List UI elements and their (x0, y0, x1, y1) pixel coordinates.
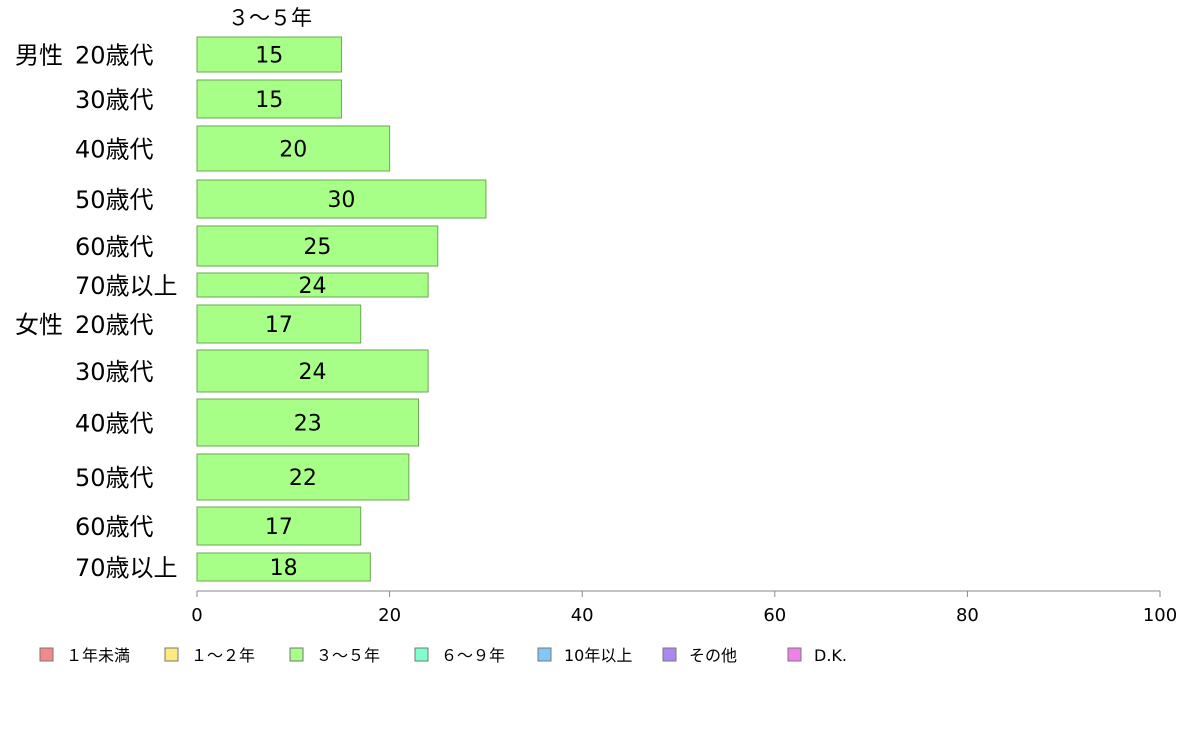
legend-swatch (414, 647, 429, 662)
legend-label: ６～９年 (441, 646, 505, 665)
category-label: 60歳代 (75, 513, 154, 541)
category-label: 30歳代 (75, 86, 154, 114)
category-label: 70歳以上 (75, 554, 178, 582)
bar-value-label: 24 (299, 360, 327, 385)
x-tick-label: 60 (763, 605, 786, 626)
bar-value-label: 23 (294, 412, 322, 437)
legend-label: １年未満 (66, 646, 130, 665)
legend-swatch (164, 647, 179, 662)
bar (196, 79, 342, 119)
bar (196, 398, 419, 447)
category-label: 50歳代 (75, 464, 154, 492)
bar (196, 506, 362, 546)
bar-value-label: 17 (265, 515, 293, 540)
legend-swatch (787, 647, 802, 662)
legend-label: １～２年 (191, 646, 255, 665)
bars-group: 1520歳代男性1530歳代2040歳代3050歳代2560歳代2470歳以上1… (15, 36, 487, 582)
bar-value-label: 30 (327, 188, 355, 213)
x-tick-label: 20 (378, 605, 401, 626)
bar (196, 304, 362, 344)
legend-swatch (39, 647, 54, 662)
x-axis: 0 20 40 60 80 100 (191, 590, 1177, 626)
x-tick-label: 40 (571, 605, 594, 626)
legend-label: 10年以上 (564, 646, 632, 665)
bar (196, 552, 371, 582)
legend-swatch (289, 647, 304, 662)
bar-value-label: 17 (265, 313, 293, 338)
bar (196, 225, 439, 267)
bar-value-label: 20 (279, 138, 307, 163)
group-label: 女性 (15, 311, 63, 339)
category-label: 20歳代 (75, 311, 154, 339)
x-tick-label: 100 (1143, 605, 1177, 626)
bar (196, 179, 487, 219)
legend-label: その他 (689, 646, 737, 665)
legend-label: D.K. (814, 646, 847, 665)
category-label: 30歳代 (75, 358, 154, 386)
bar-value-label: 24 (299, 274, 327, 299)
legend-swatch (537, 647, 552, 662)
legend-label: ３～５年 (316, 646, 380, 665)
bar-value-label: 15 (255, 88, 283, 113)
group-label: 男性 (15, 42, 63, 70)
bar-value-label: 15 (255, 44, 283, 69)
bar (196, 453, 410, 501)
bar-value-label: 22 (289, 466, 317, 491)
bar (196, 125, 391, 172)
bar-value-label: 18 (270, 556, 298, 581)
category-label: 20歳代 (75, 42, 154, 70)
category-label: 70歳以上 (75, 272, 178, 300)
series-header: ３～５年 (228, 6, 312, 30)
bar (196, 272, 429, 298)
bar (196, 36, 342, 73)
bar (196, 349, 429, 393)
category-label: 40歳代 (75, 410, 154, 438)
legend-swatch (662, 647, 677, 662)
category-label: 40歳代 (75, 136, 154, 164)
category-label: 60歳代 (75, 233, 154, 261)
bar-value-label: 25 (303, 235, 331, 260)
legend: １年未満 １～２年 ３～５年 ６～９年 10年以上 その他 D.K. (39, 646, 847, 665)
x-tick-label: 80 (956, 605, 979, 626)
x-tick-label: 0 (191, 605, 202, 626)
category-label: 50歳代 (75, 186, 154, 214)
